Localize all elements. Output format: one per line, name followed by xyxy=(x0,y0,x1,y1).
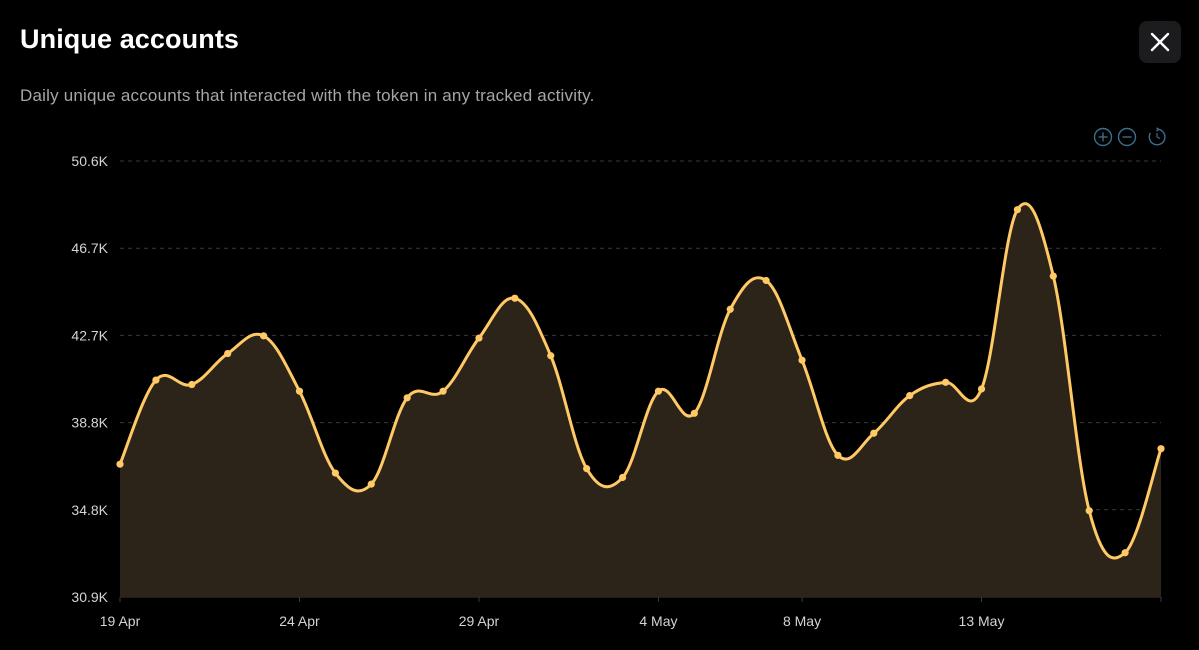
x-tick-label: 8 May xyxy=(783,613,821,629)
data-point xyxy=(188,380,196,389)
data-point xyxy=(834,451,842,459)
data-point xyxy=(1157,445,1165,453)
axis-layer: 50.6K 46.7K 42.7K 38.8K 34.8K 30.9K 19 Apr 24 A… xyxy=(71,153,1162,629)
data-point xyxy=(1085,507,1093,515)
data-point xyxy=(583,465,591,473)
data-point xyxy=(331,469,339,477)
zoom-in-button[interactable] xyxy=(1092,126,1114,148)
data-point xyxy=(762,276,770,285)
data-point xyxy=(977,385,986,393)
data-point xyxy=(942,378,950,386)
x-tick-label: 19 Apr xyxy=(100,613,141,629)
close-icon xyxy=(1150,32,1170,52)
data-point xyxy=(547,352,555,360)
chart-toolbar xyxy=(1090,125,1168,149)
data-point xyxy=(798,356,806,364)
data-point xyxy=(295,387,304,395)
data-point xyxy=(690,409,698,417)
data-point xyxy=(1049,272,1057,280)
x-tick-label: 13 May xyxy=(959,613,1005,629)
y-tick-label: 38.8K xyxy=(71,415,108,431)
reset-zoom-button[interactable] xyxy=(1146,126,1168,148)
data-point xyxy=(116,460,124,468)
y-tick-label: 42.7K xyxy=(71,327,108,343)
data-point xyxy=(367,480,375,488)
close-button[interactable] xyxy=(1139,21,1181,63)
area-layer xyxy=(120,203,1161,597)
data-point xyxy=(726,305,734,313)
data-point xyxy=(259,332,268,340)
data-point xyxy=(511,294,519,302)
x-tick-label: 4 May xyxy=(639,613,677,629)
data-point xyxy=(1013,206,1022,214)
chart-subtitle: Daily unique accounts that interacted wi… xyxy=(20,86,595,105)
data-point xyxy=(224,349,232,358)
data-point xyxy=(403,394,411,402)
zoom-out-icon xyxy=(1117,127,1137,147)
page-title: Unique accounts xyxy=(20,24,240,54)
y-tick-label: 50.6K xyxy=(71,153,108,169)
data-point xyxy=(152,376,160,384)
data-point xyxy=(439,387,447,395)
x-tick-label: 24 Apr xyxy=(279,613,320,629)
zoom-out-button[interactable] xyxy=(1116,126,1138,148)
series-area xyxy=(120,203,1161,597)
y-tick-label: 34.8K xyxy=(71,502,108,518)
reset-zoom-icon xyxy=(1148,127,1166,146)
x-tick-label: 29 Apr xyxy=(459,613,500,629)
data-point xyxy=(1121,549,1129,557)
y-tick-label: 30.9K xyxy=(71,589,108,605)
point-layer xyxy=(116,206,1165,557)
data-point xyxy=(906,391,914,400)
data-point xyxy=(654,387,663,395)
data-point xyxy=(475,334,483,342)
data-point xyxy=(618,473,627,482)
data-point xyxy=(870,429,878,437)
y-tick-label: 46.7K xyxy=(71,240,108,256)
zoom-in-icon xyxy=(1093,127,1113,147)
